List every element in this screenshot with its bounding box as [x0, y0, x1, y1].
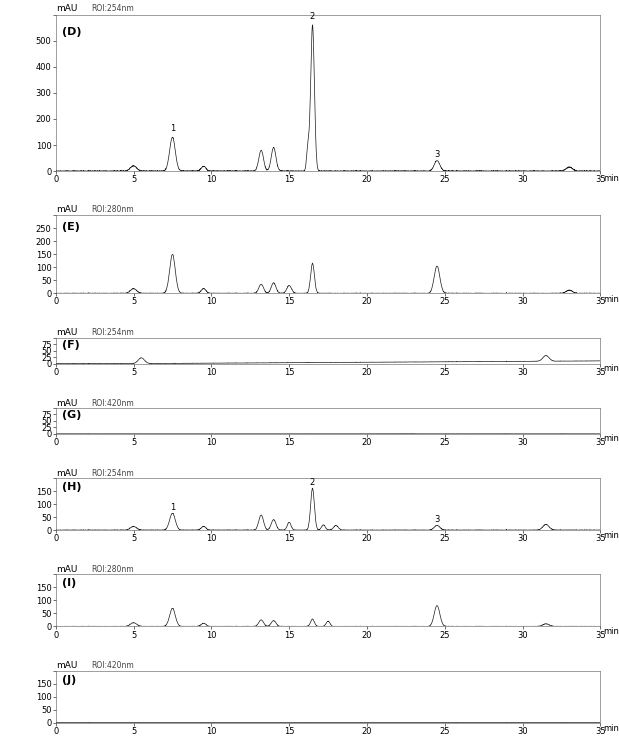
Text: mAU: mAU: [56, 661, 77, 670]
Text: min: min: [603, 723, 619, 732]
Text: ROI:254nm: ROI:254nm: [91, 329, 134, 337]
Text: ROI:254nm: ROI:254nm: [91, 4, 134, 13]
Text: 2: 2: [310, 13, 315, 22]
Text: mAU: mAU: [56, 329, 77, 337]
Text: (E): (E): [63, 221, 80, 232]
Text: mAU: mAU: [56, 399, 77, 408]
Text: min: min: [603, 434, 619, 443]
Text: min: min: [603, 295, 619, 304]
Text: mAU: mAU: [56, 206, 77, 215]
Text: ROI:420nm: ROI:420nm: [91, 399, 134, 408]
Text: (I): (I): [63, 579, 77, 589]
Text: ROI:420nm: ROI:420nm: [91, 661, 134, 670]
Text: 1: 1: [170, 503, 175, 512]
Text: mAU: mAU: [56, 565, 77, 574]
Text: min: min: [603, 531, 619, 540]
Text: mAU: mAU: [56, 4, 77, 13]
Text: (J): (J): [63, 675, 77, 685]
Text: ROI:280nm: ROI:280nm: [91, 206, 134, 215]
Text: 2: 2: [310, 478, 315, 487]
Text: (F): (F): [63, 340, 80, 349]
Text: (H): (H): [63, 482, 82, 492]
Text: mAU: mAU: [56, 469, 77, 478]
Text: (D): (D): [63, 28, 82, 37]
Text: 3: 3: [435, 150, 439, 159]
Text: 3: 3: [435, 515, 439, 524]
Text: 1: 1: [170, 124, 175, 133]
Text: (G): (G): [63, 410, 82, 420]
Text: min: min: [603, 627, 619, 636]
Text: min: min: [603, 174, 619, 183]
Text: min: min: [603, 364, 619, 373]
Text: ROI:254nm: ROI:254nm: [91, 469, 134, 478]
Text: ROI:280nm: ROI:280nm: [91, 565, 134, 574]
